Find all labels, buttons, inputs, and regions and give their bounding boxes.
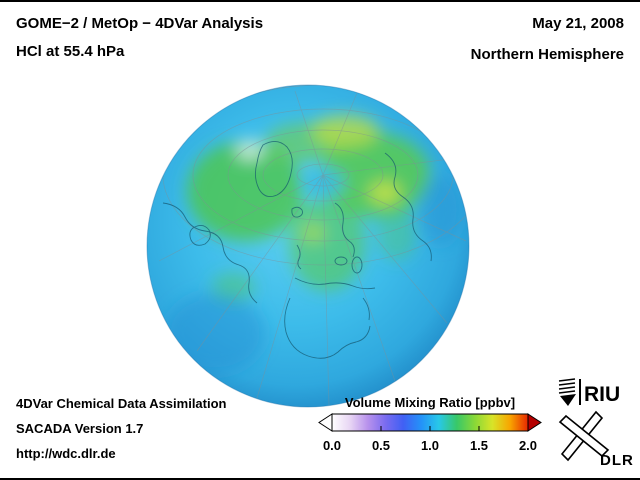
figure-subtitle: HCl at 55.4 hPa <box>16 43 125 60</box>
riu-logo-text: RIU <box>584 383 620 406</box>
credit-line-1: 4DVar Chemical Data Assimilation <box>16 396 227 411</box>
riu-hatch-icon <box>558 378 576 394</box>
colorbar-over-arrow <box>527 413 542 432</box>
riu-bar-icon <box>579 379 581 405</box>
colorbar-tick-labels: 0.0 0.5 1.0 1.5 2.0 <box>318 438 542 454</box>
colorbar <box>318 413 542 432</box>
graticule <box>158 85 469 407</box>
tick-label-2: 1.0 <box>420 438 440 453</box>
dlr-star-icon <box>558 410 610 462</box>
header-left: GOME−2 / MetOp − 4DVar Analysis HCl at 5… <box>16 15 263 60</box>
colorbar-title: Volume Mixing Ratio [ppbv] <box>344 395 516 410</box>
colorbar-under-arrow <box>318 413 333 432</box>
riu-triangle-icon <box>560 394 576 406</box>
globe-svg <box>146 84 470 408</box>
header-right: May 21, 2008 Northern Hemisphere <box>471 15 624 63</box>
tick-label-0: 0.0 <box>322 438 342 453</box>
bottom-border <box>0 478 640 480</box>
riu-logo: RIU <box>558 378 620 406</box>
top-border <box>0 0 640 2</box>
mixing-ratio-field <box>158 85 469 407</box>
globe-map <box>145 83 471 409</box>
footer-credits: 4DVar Chemical Data Assimilation SACADA … <box>16 396 227 471</box>
credit-line-3: http://wdc.dlr.de <box>16 446 116 461</box>
dlr-logo-text: DLR <box>600 452 634 468</box>
dlr-logo: DLR <box>558 410 634 468</box>
coastlines <box>162 141 432 359</box>
date-label: May 21, 2008 <box>532 15 624 32</box>
figure-title: GOME−2 / MetOp − 4DVar Analysis <box>16 15 264 32</box>
globe-limb <box>146 84 470 408</box>
colorbar-tick-marks <box>380 426 480 431</box>
tick-label-3: 1.5 <box>469 438 489 453</box>
tick-label-1: 0.5 <box>371 438 391 453</box>
hemisphere-label: Northern Hemisphere <box>470 46 624 63</box>
tick-label-4: 2.0 <box>518 438 538 453</box>
credit-line-2: SACADA Version 1.7 <box>16 421 144 436</box>
